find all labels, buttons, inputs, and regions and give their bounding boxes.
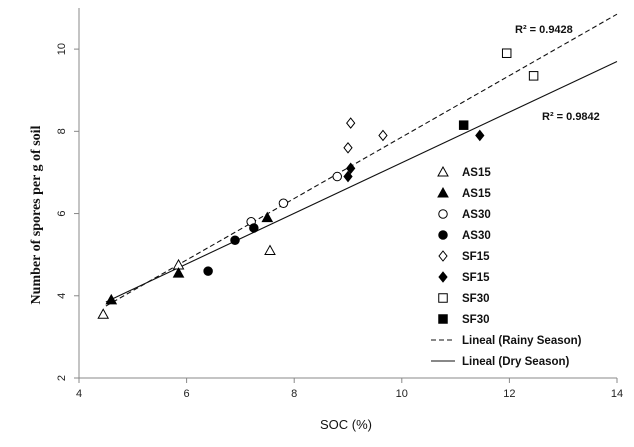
data-points [97, 48, 539, 319]
point-sf15-open-diamond [346, 117, 356, 129]
legend-marker [437, 186, 449, 198]
legend-label: SF15 [462, 251, 490, 263]
point-sf15-open-diamond [378, 129, 388, 142]
point-sf30-open-square [528, 71, 539, 81]
legend-marker [438, 250, 448, 262]
x-tick-label: 8 [291, 388, 297, 400]
point-as30-filled-circle [230, 235, 240, 246]
point-sf30-open-square [501, 48, 512, 58]
x-tick-label: 12 [503, 388, 515, 400]
y-tick-label: 2 [56, 375, 68, 381]
point-as15-filled-triangle [105, 293, 118, 305]
point-as15-open-triangle [264, 244, 276, 256]
legend-marker [438, 293, 448, 303]
legend-label: SF30 [462, 314, 490, 326]
point-sf15-open-diamond [343, 141, 353, 154]
point-as30-open-circle [278, 198, 289, 209]
r-squared-label: R² = 0.9842 [542, 111, 600, 123]
legend-label: SF30 [462, 293, 490, 305]
point-sf15-filled-diamond [475, 129, 485, 142]
x-tick-label: 10 [396, 388, 408, 400]
plot-frame [78, 8, 617, 379]
legend-label: AS15 [462, 188, 491, 200]
point-as15-filled-triangle [172, 267, 185, 278]
point-as15-open-triangle [97, 308, 110, 319]
x-tick-label: 6 [184, 388, 190, 400]
x-axis-ticks: 4 6 8 10 12 14 [76, 378, 623, 400]
legend-label: AS30 [462, 230, 491, 242]
legend-marker [438, 271, 448, 283]
legend-label: SF15 [462, 272, 490, 284]
point-as30-filled-circle [249, 223, 259, 233]
legend-label: AS15 [462, 167, 491, 179]
legend-marker [438, 314, 448, 324]
legend-marker [438, 209, 448, 219]
x-tick-label: 14 [611, 388, 623, 400]
r-squared-label: R² = 0.9428 [515, 24, 573, 36]
y-tick-label: 8 [56, 128, 68, 134]
legend-label: AS30 [462, 209, 491, 221]
trendline-dry-season [105, 60, 618, 303]
x-tick-label: 4 [76, 388, 82, 400]
point-as15-filled-triangle [261, 211, 274, 223]
legend-marker [437, 165, 449, 177]
y-axis-ticks: 2 4 6 8 10 [56, 43, 79, 381]
y-tick-label: 6 [56, 210, 68, 216]
y-tick-label: 4 [56, 293, 68, 299]
x-axis-title: SOC (%) [320, 417, 372, 432]
point-as30-open-circle [332, 171, 342, 182]
point-sf15-filled-diamond [343, 170, 353, 183]
y-axis-title: Number of spores per g of soil [29, 125, 44, 304]
legend: AS15 AS15 AS30 AS30 SF15 SF15 SF30 SF30 Lineal (… [431, 165, 582, 368]
point-as30-filled-circle [203, 266, 213, 276]
r-squared-labels: R² = 0.9428 R² = 0.9842 [515, 24, 600, 123]
legend-label: Lineal (Rainy Season) [462, 335, 582, 347]
trendline-rainy-season [105, 13, 618, 307]
legend-label: Lineal (Dry Season) [462, 356, 570, 368]
trendlines [105, 13, 618, 307]
point-sf15-filled-diamond [346, 162, 356, 175]
point-sf30-filled-square [458, 120, 469, 130]
legend-marker [438, 230, 448, 240]
y-tick-label: 10 [56, 43, 68, 55]
